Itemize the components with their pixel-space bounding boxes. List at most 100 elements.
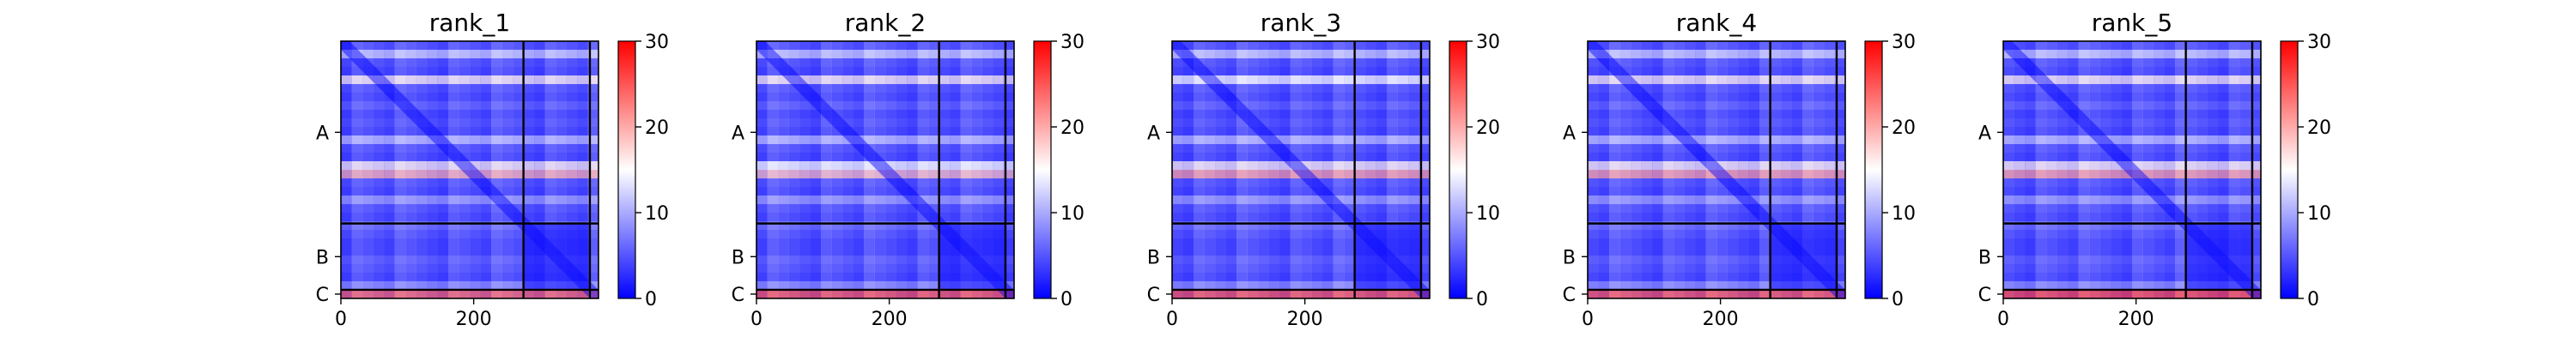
heatmap-row-band (1588, 135, 1845, 145)
heatmap-row-band (2003, 118, 2261, 128)
heatmap-row-band (1172, 41, 1430, 51)
heatmap-row-band (2003, 187, 2261, 196)
heatmap-column-band (2057, 41, 2069, 298)
heatmap-row-band (2003, 161, 2261, 171)
heatmap-row-band (1172, 93, 1430, 102)
heatmap-column-band (2099, 41, 2111, 298)
heatmap-row-band (1588, 281, 1845, 291)
heatmap-column-band (1609, 41, 1620, 298)
heatmap-row-band (1588, 221, 1845, 231)
heatmap-row-band (1172, 247, 1430, 256)
heatmap-column-band (853, 41, 865, 298)
heatmap-row-band (341, 84, 598, 93)
heatmap-row-band (756, 75, 1014, 85)
heatmap-row-band (2003, 50, 2261, 59)
heatmap-row-band (2003, 213, 2261, 222)
heatmap-row-band (1588, 161, 1845, 171)
heatmap-column-band (885, 41, 896, 298)
heatmap-column-band (394, 41, 406, 298)
heatmap-row-band (1172, 281, 1430, 291)
heatmap-column-band (2142, 41, 2154, 298)
colorbar (2280, 40, 2299, 299)
x-tick-label: 0 (335, 309, 347, 330)
heatmap-column-band (513, 41, 524, 298)
heatmap-row-band (341, 264, 598, 274)
heatmap-row-band (2003, 84, 2261, 93)
heatmap-column-band (2111, 41, 2122, 298)
heatmap-block-b (523, 223, 590, 290)
heatmap-row-band (1588, 290, 1845, 298)
heatmap-row-band (341, 58, 598, 68)
heatmap-row-band (2003, 178, 2261, 188)
heatmap-title: rank_3 (1261, 9, 1341, 37)
colorbar-tick-label: 10 (645, 203, 669, 225)
heatmap-column-band (788, 41, 800, 298)
x-tick-label: 0 (1582, 309, 1594, 330)
heatmap-row-band (756, 187, 1014, 196)
heatmap-column-band (1279, 41, 1291, 298)
colorbar-tick-label: 10 (2307, 203, 2331, 225)
heatmap-row-band (341, 127, 598, 136)
heatmap-column-band (2175, 41, 2186, 298)
x-tick-label: 0 (750, 309, 762, 330)
heatmap-row-band (341, 230, 598, 239)
heatmap-row-band (756, 196, 1014, 205)
chain-label: B (1563, 247, 1576, 268)
heatmap-row-band (1588, 144, 1845, 153)
heatmap-row-band (2003, 75, 2261, 85)
heatmap-row-band (756, 144, 1014, 153)
heatmap-row-band (1172, 50, 1430, 59)
heatmap-column-band (1684, 41, 1696, 298)
heatmap-column-band (1225, 41, 1237, 298)
heatmap-column-band (2121, 41, 2133, 298)
heatmap-column-band (1204, 41, 1216, 298)
heatmap-column-band (864, 41, 875, 298)
chain-label: C (1978, 285, 1991, 306)
heatmap-row-band (2003, 230, 2261, 239)
chain-label: A (1978, 123, 1991, 144)
colorbar (617, 40, 636, 299)
heatmap-row-band (756, 101, 1014, 111)
heatmap-column-band (2003, 41, 2014, 298)
heatmap-column-band (1182, 41, 1194, 298)
heatmap-row-band (341, 110, 598, 119)
heatmap-row-band (756, 161, 1014, 171)
heatmap-column-band (1236, 41, 1248, 298)
heatmap-column-band (470, 41, 481, 298)
colorbar-tick-label: 0 (645, 289, 657, 310)
heatmap-frame (1587, 40, 1846, 299)
heatmap-row-band (1172, 135, 1430, 145)
chain-label: A (1563, 123, 1576, 144)
colorbar-tick-label: 10 (1476, 203, 1500, 225)
heatmap-row-band (1172, 118, 1430, 128)
chain-label: C (316, 285, 329, 306)
heatmap-row-band (2003, 273, 2261, 282)
heatmap-row-band (2003, 127, 2261, 136)
heatmap-title: rank_5 (2092, 9, 2172, 37)
heatmap-row-band (756, 50, 1014, 59)
heatmap-body (1588, 41, 1845, 298)
chain-label: A (316, 123, 329, 144)
heatmap-column-band (2132, 41, 2143, 298)
heatmap-title: rank_2 (845, 9, 926, 37)
colorbar-tick-label: 10 (1892, 203, 1916, 225)
heatmap-row-band (341, 273, 598, 282)
heatmap-column-band (416, 41, 428, 298)
heatmap-row-band (341, 144, 598, 153)
colorbar-tick-label: 0 (1476, 289, 1488, 310)
colorbar (1864, 40, 1883, 299)
heatmap-row-band (341, 290, 598, 298)
heatmap-row-band (2003, 204, 2261, 214)
heatmap-row-band (756, 84, 1014, 93)
heatmap-row-band (1588, 213, 1845, 222)
heatmap-row-band (756, 273, 1014, 282)
heatmap-row-band (341, 101, 598, 111)
heatmap-row-band (1588, 187, 1845, 196)
x-tick-label: 200 (1703, 309, 1739, 330)
heatmap-row-band (756, 153, 1014, 162)
heatmap-row-band (2003, 135, 2261, 145)
heatmap-column-band (1215, 41, 1226, 298)
heatmap-block-b (1354, 223, 1421, 290)
heatmap-column-band (480, 41, 492, 298)
